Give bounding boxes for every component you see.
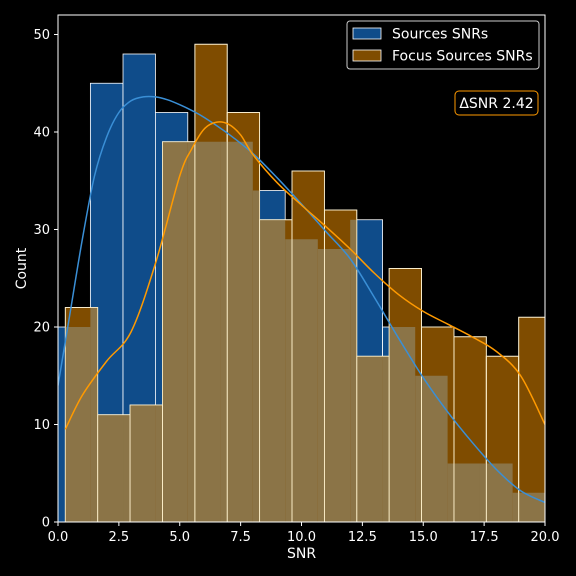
x-tick-label: 20.0: [531, 530, 560, 545]
bar-outline-focus-sources-14: [518, 316, 545, 522]
kde-line-sources: [58, 95, 545, 504]
bar-overlap-1-1: [97, 414, 124, 522]
bar-overlap-2-1: [123, 414, 131, 522]
legend-label-sources: Sources SNRs: [392, 27, 488, 43]
bar-overlap-4-4: [194, 141, 221, 522]
legend: Sources SNRs Focus Sources SNRs: [346, 20, 540, 70]
bar-overlap-8-7: [317, 249, 325, 522]
bar-overlap-12-12: [453, 463, 480, 522]
bar-overlap-5-5: [227, 141, 253, 522]
x-tick-label: 15.0: [409, 530, 438, 545]
bar-overlap-11-11: [421, 375, 448, 522]
x-tick-label: 0.0: [48, 530, 69, 545]
bar-overlap-2-2: [130, 405, 156, 522]
bar-overlap-7-6: [285, 239, 293, 522]
bar-overlap-3-3: [162, 141, 188, 522]
bar-overlap-5-4: [220, 141, 228, 522]
y-tick-label: 0: [42, 516, 50, 531]
x-tick-label: 17.5: [470, 530, 499, 545]
histogram-bars: [58, 43, 545, 522]
y-axis-ticks: 0 10 20 30 40 50: [33, 28, 58, 531]
bar-overlap-12-11: [447, 463, 454, 522]
bar-overlap-6-6: [259, 219, 286, 522]
bar-overlap-3-2: [155, 405, 163, 522]
delta-snr-annotation: ΔSNR 2.42: [454, 90, 539, 116]
bar-overlap-0-0: [65, 327, 91, 522]
bar-overlap-10-10: [389, 327, 416, 522]
legend-box: [346, 20, 540, 70]
bar-overlap-4-3: [187, 141, 195, 522]
x-tick-label: 12.5: [348, 530, 377, 545]
x-axis-label: SNR: [287, 546, 316, 562]
y-tick-label: 10: [33, 418, 50, 433]
bar-overlap-11-10: [415, 375, 422, 522]
bar-overlap-10-9: [382, 356, 390, 522]
x-axis-ticks: 0.0 2.5 5.0 7.5 10.0 12.5 15.0 17.5 20.0: [48, 522, 560, 545]
bar-focus-sources-14: [518, 316, 545, 522]
annotation-box: [454, 90, 539, 116]
bar-overlap-8-8: [324, 249, 351, 522]
legend-label-focus-sources: Focus Sources SNRs: [392, 49, 533, 65]
bar-overlap-14-13: [512, 492, 519, 522]
bar-overlap-9-8: [350, 219, 357, 522]
kde-curves: [58, 95, 545, 504]
bar-overlap-1-0: [90, 307, 98, 522]
kde-line-focus-sources: [64, 121, 545, 430]
x-tick-label: 10.0: [287, 530, 316, 545]
x-tick-label: 5.0: [169, 530, 190, 545]
bar-overlap-9-9: [356, 356, 383, 522]
x-tick-label: 7.5: [230, 530, 251, 545]
bar-overlap-7-7: [292, 239, 318, 522]
x-tick-label: 2.5: [109, 530, 130, 545]
annotation-text: ΔSNR 2.42: [459, 96, 533, 112]
y-tick-label: 40: [33, 126, 50, 141]
bar-overlap-13-12: [479, 463, 487, 522]
bar-overlap-6-5: [252, 190, 260, 522]
y-tick-label: 20: [33, 321, 50, 336]
y-axis-label: Count: [14, 247, 30, 289]
legend-swatch-focus-sources: [352, 49, 382, 62]
legend-swatch-sources: [352, 27, 382, 40]
y-tick-label: 50: [33, 28, 50, 43]
y-tick-label: 30: [33, 223, 50, 238]
